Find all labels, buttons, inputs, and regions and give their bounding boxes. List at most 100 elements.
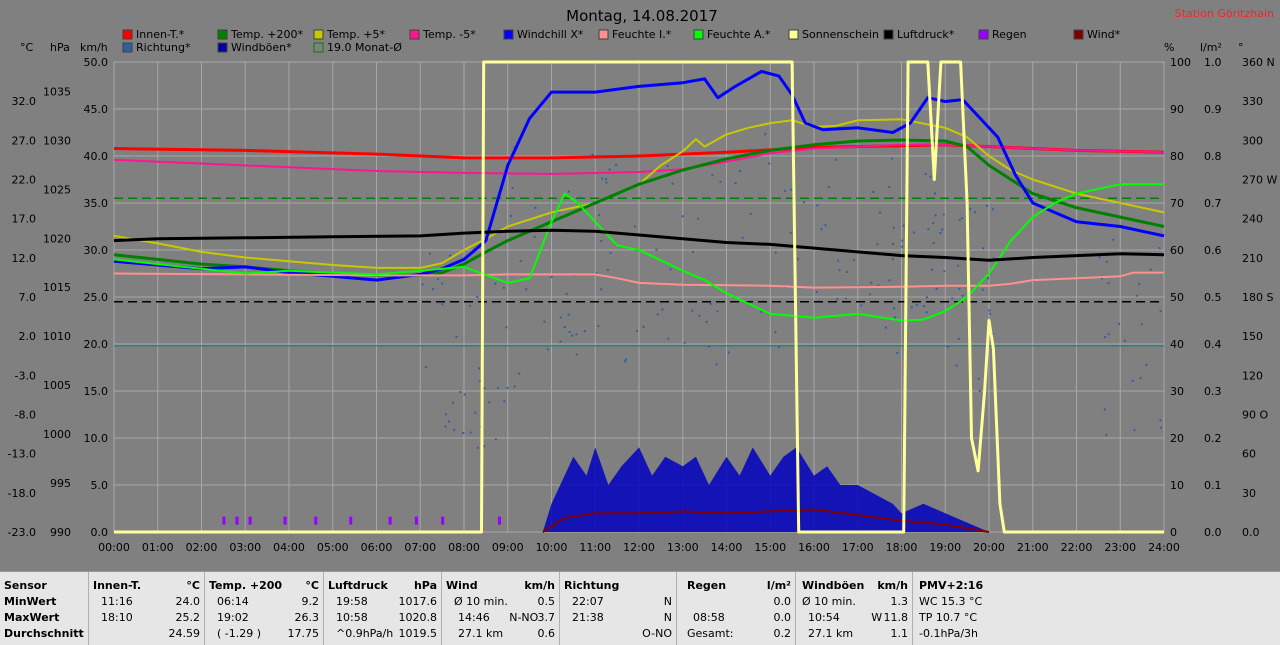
- direction-dot: [932, 222, 935, 225]
- stats-temp200-title: Temp. +200: [209, 579, 283, 592]
- legend-swatch: [883, 29, 894, 40]
- series-line: [113, 69, 1165, 282]
- direction-dot: [749, 212, 752, 215]
- wind-gust-area: [542, 447, 989, 532]
- direction-dot: [961, 217, 964, 220]
- stats-regen-total: 0.2: [773, 627, 792, 640]
- direction-dot: [961, 294, 964, 297]
- pct-tick-label: 60: [1170, 244, 1184, 257]
- rain-marker: [441, 516, 445, 525]
- direction-dot: [697, 217, 700, 220]
- series-line: [114, 60, 1164, 534]
- direction-dot: [661, 308, 664, 311]
- direction-dot: [483, 445, 486, 448]
- rain-tick-label: 1.0: [1204, 56, 1222, 69]
- direction-dot: [683, 341, 686, 344]
- direction-dot: [608, 168, 611, 171]
- direction-dot: [991, 332, 994, 335]
- x-tick-label: 02:00: [186, 541, 218, 554]
- rain-tick-label: 0.8: [1204, 150, 1222, 163]
- direction-dot: [634, 225, 637, 228]
- x-tick-label: 09:00: [492, 541, 524, 554]
- direction-dot: [568, 330, 571, 333]
- direction-dot: [483, 387, 486, 390]
- stats-luftdruck: Luftdruck hPa 19:58 1017.6 10:58 1020.8 ^0.…: [324, 572, 442, 645]
- temp-tick-label: 2.0: [19, 330, 37, 343]
- direction-tick-label: 0.0: [1242, 526, 1260, 539]
- legend-label: Temp. -5*: [422, 28, 476, 41]
- direction-dot: [711, 173, 714, 176]
- direction-dot: [559, 340, 562, 343]
- hpa-tick-label: 1015: [43, 281, 71, 294]
- temp-tick-label: 17.0: [12, 213, 37, 226]
- rain-tick-label: 0.3: [1204, 385, 1222, 398]
- wind-gust-area: [542, 447, 990, 533]
- series-line: [113, 118, 1165, 269]
- direction-dot: [705, 320, 708, 323]
- direction-dot: [565, 293, 568, 296]
- stats-wind-max-time: 14:46: [458, 611, 490, 624]
- x-tick-label: 12:00: [623, 541, 655, 554]
- direction-dot: [476, 295, 479, 298]
- direction-dot: [888, 279, 891, 282]
- stats-pmv-title: PMV+2:16: [919, 579, 984, 592]
- direction-dot: [571, 334, 574, 337]
- axis-ticks: 00:00 01:00 02:00 03:00 04:00 05:00 06:00 07:00…: [8, 56, 1278, 554]
- direction-dot: [860, 304, 863, 307]
- direction-tick-label: 210: [1242, 252, 1263, 265]
- direction-dot: [716, 310, 719, 313]
- x-tick-label: 06:00: [361, 541, 393, 554]
- direction-dot: [447, 420, 450, 423]
- direction-dot: [1160, 426, 1163, 429]
- stats-wind-max-dir: N-NO: [509, 611, 539, 624]
- legend-swatch: [1073, 29, 1084, 40]
- direction-dot: [625, 358, 628, 361]
- stats-luftdruck-title: Luftdruck: [328, 579, 388, 592]
- rain-marker: [283, 516, 287, 525]
- legend-label: Feuchte A.*: [707, 28, 771, 41]
- x-tick-label: 21:00: [1017, 541, 1049, 554]
- stats-temp200-min-time: 06:14: [217, 595, 249, 608]
- x-tick-label: 18:00: [886, 541, 918, 554]
- direction-dot: [738, 169, 741, 172]
- direction-dot: [941, 228, 944, 231]
- x-tick-label: 03:00: [229, 541, 261, 554]
- stats-richtung-avg: O-NO: [642, 627, 672, 640]
- direction-dot: [453, 428, 456, 431]
- rain-tick-label: 0.0: [1204, 526, 1222, 539]
- stats-windboeen-unit: km/h: [877, 579, 908, 592]
- direction-tick-label: 240: [1242, 213, 1263, 226]
- direction-dot: [1133, 429, 1136, 432]
- kmh-tick-label: 20.0: [84, 338, 109, 351]
- direction-dot: [816, 204, 819, 207]
- direction-dot: [958, 219, 961, 222]
- direction-dot: [577, 196, 580, 199]
- direction-dot: [969, 207, 972, 210]
- x-tick-label: 00:00: [98, 541, 130, 554]
- legend-swatch: [313, 42, 324, 53]
- legend-swatch: [978, 29, 989, 40]
- direction-dot: [567, 190, 570, 193]
- direction-dot: [915, 303, 918, 306]
- rain-marker: [248, 516, 252, 525]
- x-tick-label: 24:00: [1148, 541, 1180, 554]
- direction-dot: [469, 431, 472, 434]
- direction-dot: [803, 201, 806, 204]
- station-name: Station Göritzhain: [1175, 7, 1274, 20]
- direction-dot: [774, 331, 777, 334]
- series-line: [113, 271, 1164, 289]
- direction-dot: [869, 293, 872, 296]
- x-tick-label: 08:00: [448, 541, 480, 554]
- direction-dot: [518, 372, 521, 375]
- unit-kmh: km/h: [80, 41, 108, 54]
- direction-dot: [957, 337, 960, 340]
- rain-markers: [222, 516, 501, 525]
- stats-temp200-min: 9.2: [301, 595, 320, 608]
- kmh-tick-label: 40.0: [84, 150, 109, 163]
- legend-swatch: [122, 29, 133, 40]
- temp-tick-label: 7.0: [19, 291, 37, 304]
- stats-temp200-avg-note: ( -1.29 ): [217, 627, 262, 640]
- direction-dot: [741, 236, 744, 239]
- direction-dot: [451, 401, 454, 404]
- legend-label: Innen-T.*: [136, 28, 185, 41]
